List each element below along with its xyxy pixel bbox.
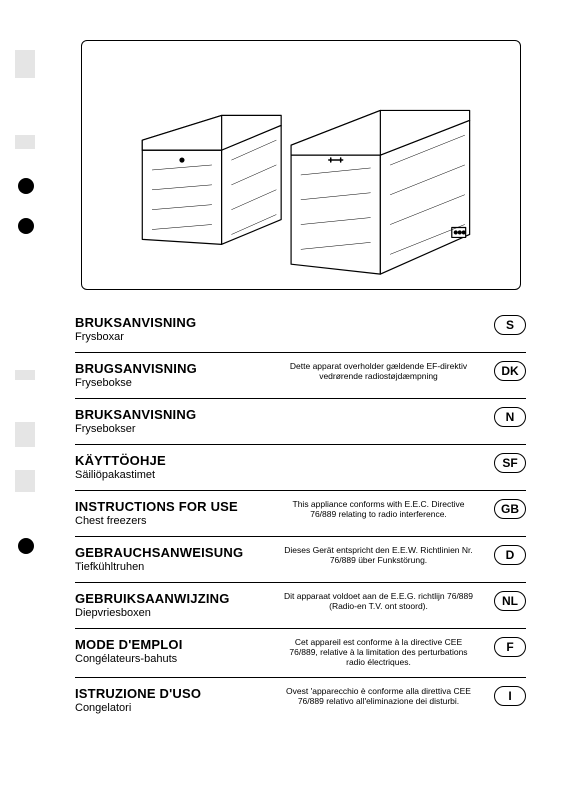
- language-list: BRUKSANVISNING Frysboxar S BRUGSANVISNIN…: [75, 310, 526, 720]
- language-title: BRUGSANVISNING: [75, 361, 275, 376]
- language-left: BRUKSANVISNING Frysebokser: [75, 407, 275, 435]
- language-badge: S: [494, 315, 526, 335]
- language-title: BRUKSANVISNING: [75, 315, 275, 330]
- scan-smudge: [15, 370, 35, 380]
- language-subtitle: Tiefkühltruhen: [75, 561, 275, 573]
- language-subtitle: Frysboxar: [75, 331, 275, 343]
- language-badge-wrap: SF: [482, 453, 526, 473]
- language-row: BRUGSANVISNING Frysebokse Dette apparat …: [75, 356, 526, 395]
- language-title: INSTRUCTIONS FOR USE: [75, 499, 275, 514]
- language-row: GEBRUIKSAANWIJZING Diepvriesboxen Dit ap…: [75, 586, 526, 625]
- language-left: INSTRUCTIONS FOR USE Chest freezers: [75, 499, 275, 527]
- language-subtitle: Säiliöpakastimet: [75, 469, 275, 481]
- language-subtitle: Frysebokser: [75, 423, 275, 435]
- language-badge-wrap: DK: [482, 361, 526, 381]
- language-row: GEBRAUCHSANWEISUNG Tiefkühltruhen Dieses…: [75, 540, 526, 579]
- language-title: GEBRAUCHSANWEISUNG: [75, 545, 275, 560]
- language-note: Ovest 'apparecchio è conforme alla diret…: [275, 686, 482, 706]
- divider: [75, 677, 526, 678]
- left-margin-marks: [0, 0, 45, 800]
- language-badge: F: [494, 637, 526, 657]
- scan-smudge: [15, 422, 35, 447]
- document-page: BRUKSANVISNING Frysboxar S BRUGSANVISNIN…: [0, 0, 566, 800]
- language-title: KÄYTTÖOHJE: [75, 453, 275, 468]
- language-subtitle: Congelatori: [75, 702, 275, 714]
- language-badge-wrap: GB: [482, 499, 526, 519]
- language-badge-wrap: I: [482, 686, 526, 706]
- language-left: BRUGSANVISNING Frysebokse: [75, 361, 275, 389]
- freezers-illustration: [82, 41, 520, 289]
- illustration-frame: [81, 40, 521, 290]
- language-title: BRUKSANVISNING: [75, 407, 275, 422]
- language-badge: SF: [494, 453, 526, 473]
- language-badge-wrap: NL: [482, 591, 526, 611]
- language-note: Dieses Gerät entspricht den E.E.W. Richt…: [275, 545, 482, 565]
- language-badge-wrap: F: [482, 637, 526, 657]
- language-left: ISTRUZIONE D'USO Congelatori: [75, 686, 275, 714]
- language-badge: D: [494, 545, 526, 565]
- language-left: GEBRAUCHSANWEISUNG Tiefkühltruhen: [75, 545, 275, 573]
- divider: [75, 444, 526, 445]
- punch-hole: [18, 538, 34, 554]
- language-left: GEBRUIKSAANWIJZING Diepvriesboxen: [75, 591, 275, 619]
- punch-hole: [18, 218, 34, 234]
- divider: [75, 490, 526, 491]
- punch-hole: [18, 178, 34, 194]
- language-subtitle: Frysebokse: [75, 377, 275, 389]
- language-badge-wrap: S: [482, 315, 526, 335]
- scan-smudge: [15, 135, 35, 149]
- language-row: BRUKSANVISNING Frysboxar S: [75, 310, 526, 349]
- language-note: Cet appareil est conforme à la directive…: [275, 637, 482, 668]
- language-note: Dit apparaat voldoet aan de E.E.G. richt…: [275, 591, 482, 611]
- language-title: MODE D'EMPLOI: [75, 637, 275, 652]
- divider: [75, 352, 526, 353]
- language-left: MODE D'EMPLOI Congélateurs-bahuts: [75, 637, 275, 665]
- language-title: GEBRUIKSAANWIJZING: [75, 591, 275, 606]
- scan-smudge: [15, 470, 35, 492]
- language-badge: GB: [494, 499, 526, 519]
- language-row: MODE D'EMPLOI Congélateurs-bahuts Cet ap…: [75, 632, 526, 674]
- language-row: BRUKSANVISNING Frysebokser N: [75, 402, 526, 441]
- language-badge-wrap: N: [482, 407, 526, 427]
- language-left: BRUKSANVISNING Frysboxar: [75, 315, 275, 343]
- language-subtitle: Diepvriesboxen: [75, 607, 275, 619]
- language-badge: NL: [494, 591, 526, 611]
- language-row: INSTRUCTIONS FOR USE Chest freezers This…: [75, 494, 526, 533]
- divider: [75, 536, 526, 537]
- language-title: ISTRUZIONE D'USO: [75, 686, 275, 701]
- language-badge: DK: [494, 361, 526, 381]
- language-row: KÄYTTÖOHJE Säiliöpakastimet SF: [75, 448, 526, 487]
- language-row: ISTRUZIONE D'USO Congelatori Ovest 'appa…: [75, 681, 526, 720]
- divider: [75, 582, 526, 583]
- language-badge-wrap: D: [482, 545, 526, 565]
- language-note: This appliance conforms with E.E.C. Dire…: [275, 499, 482, 519]
- divider: [75, 398, 526, 399]
- language-badge: I: [494, 686, 526, 706]
- language-note: Dette apparat overholder gældende EF-dir…: [275, 361, 482, 381]
- language-subtitle: Congélateurs-bahuts: [75, 653, 275, 665]
- language-badge: N: [494, 407, 526, 427]
- divider: [75, 628, 526, 629]
- language-left: KÄYTTÖOHJE Säiliöpakastimet: [75, 453, 275, 481]
- language-subtitle: Chest freezers: [75, 515, 275, 527]
- scan-smudge: [15, 50, 35, 78]
